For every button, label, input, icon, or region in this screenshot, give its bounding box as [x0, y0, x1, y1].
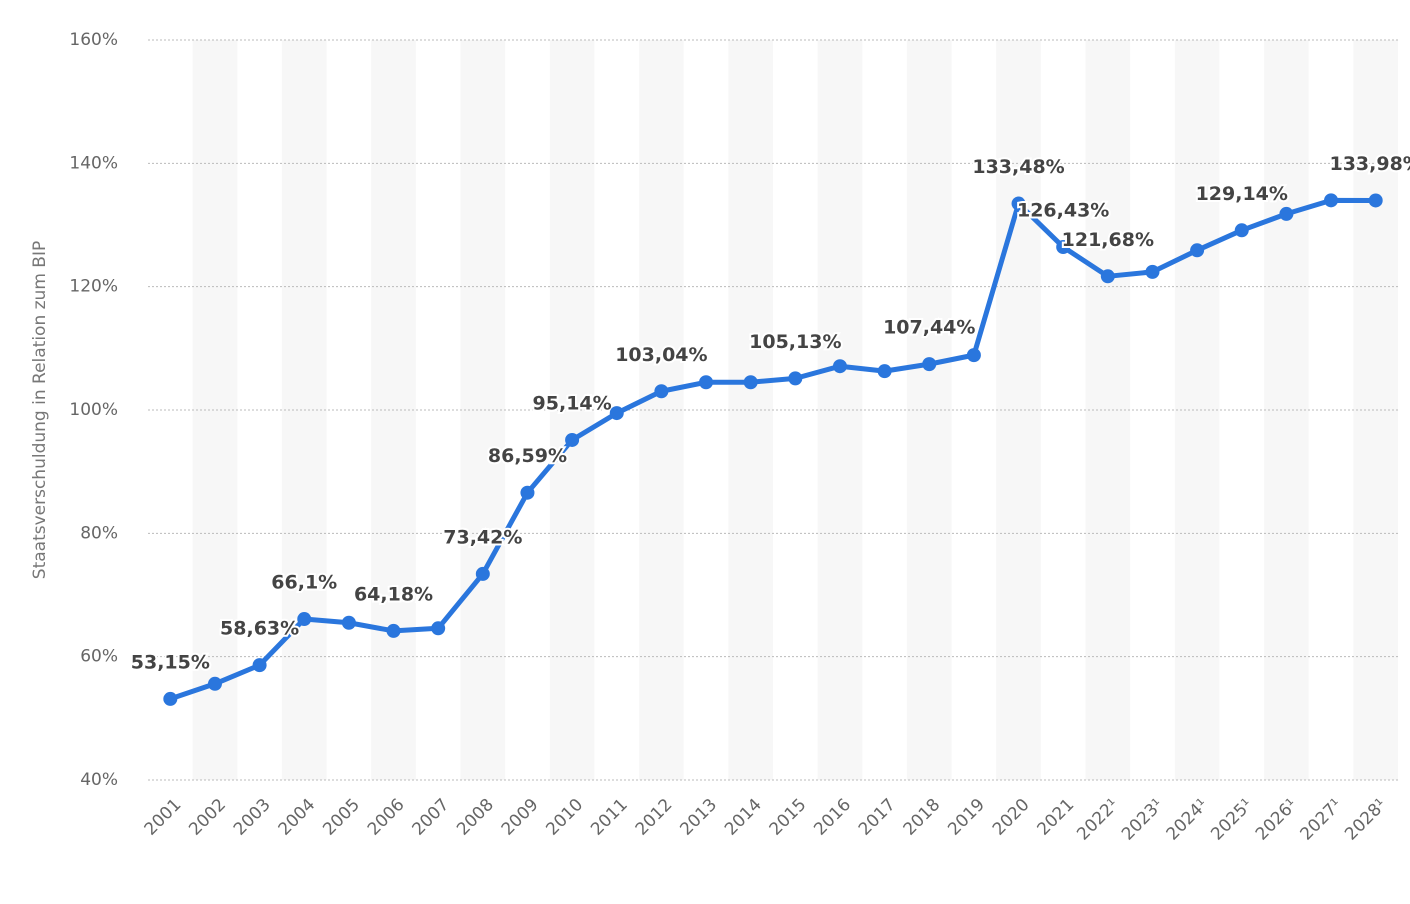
column-band	[460, 40, 506, 780]
data-point	[431, 621, 446, 636]
y-tick-label: 140%	[69, 153, 118, 173]
data-point	[565, 432, 580, 447]
data-point	[1145, 264, 1160, 279]
x-tick-label: 2008	[453, 795, 498, 840]
y-tick-label: 120%	[69, 277, 118, 297]
y-tick-label: 160%	[69, 30, 118, 50]
data-point	[1056, 240, 1071, 255]
data-point	[1190, 243, 1205, 258]
data-point	[163, 691, 178, 706]
data-point	[520, 485, 535, 500]
column-band	[728, 40, 773, 780]
data-label: 58,63%	[220, 618, 299, 640]
data-point	[1368, 193, 1383, 208]
data-point	[922, 357, 937, 372]
x-tick-label: 2012	[632, 795, 677, 840]
data-point	[341, 615, 356, 630]
x-tick-label: 2009	[498, 795, 543, 840]
data-point	[832, 359, 847, 374]
data-label: 66,1%	[271, 572, 337, 594]
x-tick-label: 2003	[230, 795, 275, 840]
x-tick-label: 2024¹	[1163, 795, 1213, 845]
data-label: 103,04%	[615, 344, 707, 366]
data-label: 73,42%	[443, 526, 522, 548]
x-tick-label: 2013	[676, 795, 721, 840]
x-tick-label: 2015	[766, 795, 811, 840]
x-tick-label: 2018	[900, 795, 945, 840]
x-tick-label: 2023¹	[1118, 795, 1168, 845]
column-band	[996, 40, 1041, 780]
data-point	[654, 384, 669, 399]
x-tick-label: 2004	[275, 795, 320, 840]
data-point	[699, 375, 714, 390]
data-label: 126,43%	[1017, 200, 1109, 222]
data-point	[1324, 193, 1339, 208]
x-tick-label: 2027¹	[1297, 795, 1347, 845]
data-label: 105,13%	[749, 331, 841, 353]
x-tick-label: 2019	[944, 795, 989, 840]
data-label: 107,44%	[883, 317, 975, 339]
y-tick-label: 60%	[80, 647, 118, 667]
data-label: 133,48%	[972, 156, 1064, 178]
x-tick-label: 2002	[185, 795, 230, 840]
x-tick-label: 2005	[319, 795, 364, 840]
x-tick-label: 2020	[989, 795, 1034, 840]
data-point	[1100, 269, 1115, 284]
data-label: 64,18%	[354, 583, 433, 605]
y-tick-label: 40%	[80, 770, 118, 790]
data-point	[609, 406, 624, 421]
x-tick-label: 2022¹	[1073, 795, 1123, 845]
x-tick-label: 2016	[810, 795, 855, 840]
data-line	[169, 197, 1376, 702]
data-point	[297, 612, 312, 627]
x-tick-label: 2028¹	[1341, 795, 1391, 845]
data-label: 53,15%	[131, 651, 210, 673]
x-tick-label: 2011	[587, 795, 632, 840]
data-label: 129,14%	[1196, 183, 1288, 205]
x-tick-label: 2014	[721, 795, 766, 840]
data-point	[252, 658, 267, 673]
data-label: 121,68%	[1062, 229, 1154, 251]
data-label: 95,14%	[533, 392, 612, 414]
data-point	[1011, 196, 1026, 211]
data-point	[877, 364, 892, 379]
data-label: 133,98%	[1329, 153, 1410, 175]
x-tick-label: 2025¹	[1207, 795, 1257, 845]
x-tick-label: 2017	[855, 795, 900, 840]
data-point	[386, 623, 401, 638]
data-point	[966, 348, 981, 363]
data-point	[743, 375, 758, 390]
x-tick-label: 2010	[542, 795, 587, 840]
data-point	[207, 676, 222, 691]
data-point	[475, 566, 490, 581]
column-band	[1264, 40, 1309, 780]
data-point	[788, 371, 803, 386]
data-label: 86,59%	[488, 445, 567, 467]
data-point	[1234, 223, 1249, 238]
y-tick-label: 100%	[69, 400, 118, 420]
y-tick-label: 80%	[80, 523, 118, 543]
x-tick-label: 2001	[141, 795, 186, 840]
x-tick-label: 2007	[409, 795, 454, 840]
x-tick-label: 2021	[1034, 795, 1079, 840]
y-axis-title: Staatsverschuldung in Relation zum BIP	[30, 241, 50, 579]
x-tick-label: 2006	[364, 795, 409, 840]
x-tick-label: 2026¹	[1252, 795, 1302, 845]
data-point	[1279, 206, 1294, 221]
